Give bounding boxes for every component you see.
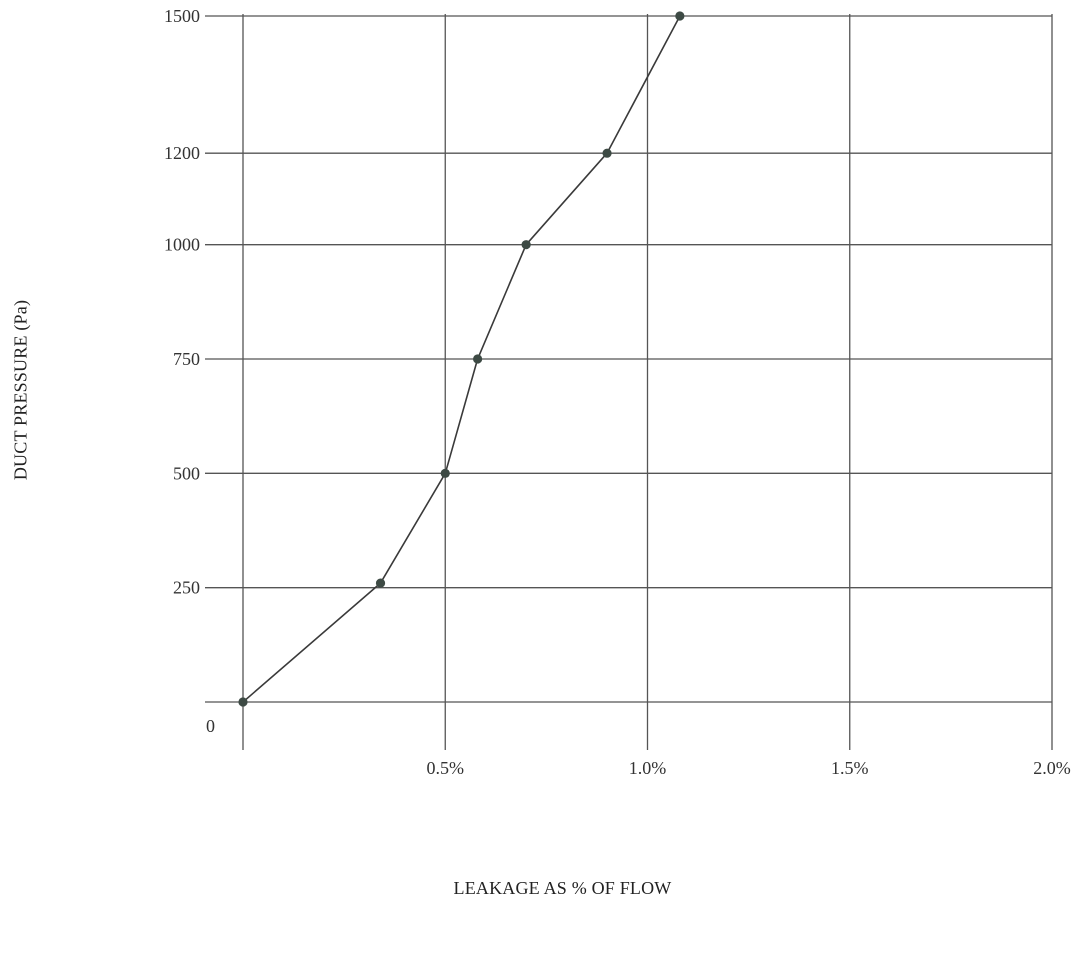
y-tick-label: 0 [206,716,215,736]
x-tick-label: 1.5% [831,758,869,778]
data-point [602,148,612,158]
y-tick-label: 750 [173,349,200,369]
y-tick-label: 1200 [164,143,200,163]
y-axis-label-container: DUCT PRESSURE (Pa) [3,250,39,530]
data-point [473,354,483,364]
x-axis-label: LEAKAGE AS % OF FLOW [453,878,672,898]
x-tick-label: 2.0% [1033,758,1071,778]
x-tick-label: 1.0% [629,758,667,778]
data-point [375,578,386,588]
data-point [521,240,531,250]
x-tick-labels: 0.5% 1.0% 1.5% 2.0% [427,758,1071,778]
data-point [440,468,450,478]
y-tick-label: 1000 [164,235,200,255]
x-tick-label: 0.5% [427,758,465,778]
vertical-gridlines [242,14,1053,750]
y-tick-label: 1500 [164,6,200,26]
horizontal-gridlines [205,15,1052,703]
y-tick-label: 500 [173,463,200,483]
series-points-group [238,11,685,707]
y-tick-labels: 0 250 500 750 1000 1200 1500 [164,6,215,736]
data-point [238,697,248,707]
data-point [675,11,685,21]
y-tick-label: 250 [173,578,200,598]
y-axis-label: DUCT PRESSURE (Pa) [10,299,31,481]
